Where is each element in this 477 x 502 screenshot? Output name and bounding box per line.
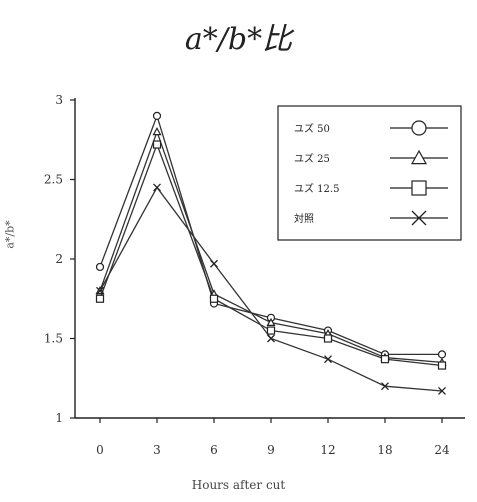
x-tick-label: 9 bbox=[267, 443, 275, 457]
legend-label: 対照 bbox=[294, 212, 314, 225]
x-tick-label: 18 bbox=[377, 443, 392, 457]
x-tick-label: 0 bbox=[96, 443, 104, 457]
legend-label: ユズ 25 bbox=[294, 152, 330, 165]
y-tick-label: 2.5 bbox=[44, 173, 63, 187]
x-tick-label: 12 bbox=[320, 443, 335, 457]
chart-title: a*/b*比 bbox=[184, 22, 293, 57]
legend-label: ユズ 12.5 bbox=[294, 182, 339, 195]
circle-marker bbox=[152, 111, 162, 121]
square-marker bbox=[209, 294, 219, 303]
square-marker bbox=[437, 361, 447, 370]
circle-marker bbox=[411, 120, 427, 136]
triangle-marker bbox=[410, 149, 428, 165]
y-tick-label: 1 bbox=[55, 411, 63, 425]
square-marker bbox=[411, 180, 427, 196]
x-axis-label: Hours after cut bbox=[191, 478, 286, 492]
x-marker bbox=[267, 334, 275, 343]
square-marker bbox=[152, 140, 162, 149]
y-tick-label: 1.5 bbox=[44, 332, 63, 346]
x-tick-label: 3 bbox=[153, 443, 161, 457]
x-marker bbox=[411, 210, 427, 226]
legend-label: ユズ 50 bbox=[294, 122, 330, 135]
y-tick-label: 3 bbox=[55, 93, 63, 107]
square-marker bbox=[380, 355, 390, 364]
square-marker bbox=[323, 334, 333, 343]
x-marker bbox=[96, 286, 104, 295]
series-markers bbox=[95, 111, 447, 395]
triangle-marker bbox=[266, 317, 276, 326]
x-marker bbox=[438, 387, 446, 395]
axes: 1 1.5 2 2.5 3 0 3 6 9 12 18 24 bbox=[44, 93, 465, 457]
x-marker bbox=[153, 183, 161, 192]
x-marker bbox=[210, 259, 218, 268]
square-marker bbox=[95, 294, 105, 303]
square-marker bbox=[266, 326, 276, 335]
y-tick-label: 2 bbox=[55, 252, 63, 266]
x-tick-label: 6 bbox=[210, 443, 218, 457]
circle-marker bbox=[95, 262, 105, 272]
x-marker bbox=[381, 382, 389, 391]
triangle-marker bbox=[152, 127, 162, 136]
x-tick-label: 24 bbox=[434, 443, 450, 457]
x-marker bbox=[324, 355, 332, 364]
legend: ユズ 50 ユズ 25 ユズ 12.5 対照 bbox=[277, 105, 462, 241]
circle-marker bbox=[437, 350, 447, 359]
